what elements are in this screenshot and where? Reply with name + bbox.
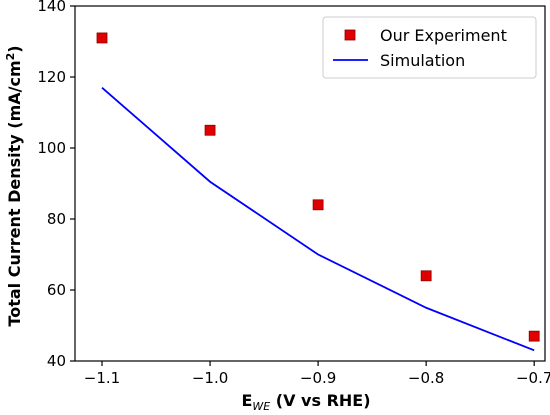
plot-frame (74, 5, 546, 362)
y-tick-label: 120 (37, 68, 66, 86)
experiment-point (96, 32, 108, 44)
x-tick-label: −0.7 (516, 369, 550, 387)
experiment-point (528, 330, 540, 342)
legend-box (322, 16, 537, 79)
experiment-point (420, 270, 432, 282)
x-tick-label: −0.8 (408, 369, 444, 387)
y-axis: 40 60 80 100 120 140 (37, 0, 75, 370)
x-tick-label: −1.1 (84, 369, 120, 387)
experiment-point (312, 199, 324, 211)
experiment-point (204, 124, 216, 136)
legend-label: Simulation (380, 51, 465, 70)
simulation-line (101, 86, 535, 352)
x-tick-label: −0.9 (300, 369, 336, 387)
y-tick-label: 140 (37, 0, 66, 15)
x-tick-label: −1.0 (192, 369, 228, 387)
y-tick-label: 100 (37, 139, 66, 157)
legend-label: Our Experiment (380, 26, 507, 45)
legend: Our Experiment Simulation (322, 16, 537, 79)
y-tick-label: 40 (47, 352, 66, 370)
y-tick-label: 60 (47, 281, 66, 299)
plot-area (74, 5, 546, 362)
legend-marker-experiment (344, 29, 356, 41)
y-axis-label: Total Current Density (mA/cm2) (4, 45, 24, 326)
y-tick-label: 80 (47, 210, 66, 228)
x-axis-label: EWE (V vs RHE) (241, 391, 370, 413)
x-axis: −1.1 −1.0 −0.9 −0.8 −0.7 (84, 361, 550, 387)
